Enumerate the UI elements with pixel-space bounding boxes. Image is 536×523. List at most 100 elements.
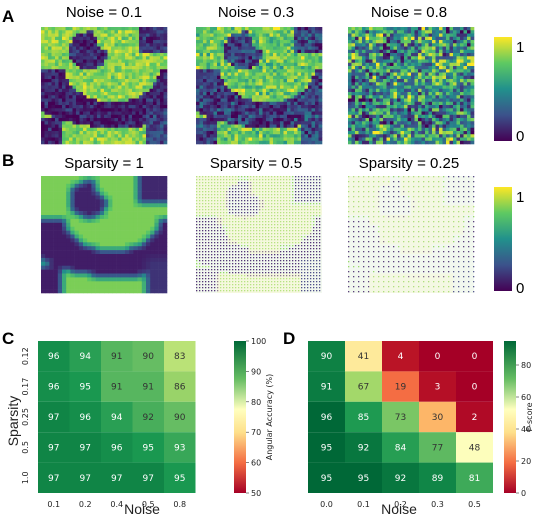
heatmap-cell-label: 67 <box>358 383 369 393</box>
heatmap-cell-label: 91 <box>143 383 154 393</box>
heatmap-cell <box>308 462 345 493</box>
heatmap-cell-label: 41 <box>358 352 369 362</box>
heatmap-cell-label: 2 <box>472 413 478 423</box>
heatmap-cell <box>132 432 164 463</box>
heatmap-cell-label: 96 <box>321 413 333 423</box>
heatmap-x-tick: 0.1 <box>357 500 370 509</box>
noise-image-0.3 <box>196 27 323 145</box>
heatmap-cell <box>382 432 419 463</box>
panel-b-colorbar <box>494 187 512 291</box>
heatmap-cell-label: 85 <box>358 413 369 423</box>
panel-a-images: Noise = 0.1 Noise = 0.3 Noise = 0.8 1 0 <box>41 4 524 145</box>
heatmap-angular-accuracy: Sparsity Noise Angular Accuracy (%) 96 94… <box>5 337 274 517</box>
heatmap-cell <box>38 371 70 402</box>
heatmap-cell <box>101 432 133 463</box>
heatmap-cell <box>308 371 345 402</box>
heatmap-cell-label: 97 <box>111 474 122 484</box>
heatmap-colorbar-tick: 80 <box>521 361 531 370</box>
heatmap-cell-label: 95 <box>358 474 369 484</box>
heatmap-c-xlabel: Noise <box>124 501 160 517</box>
heatmap-colorbar-tick: 40 <box>521 425 531 434</box>
heatmap-cell-label: 4 <box>398 352 404 362</box>
heatmap-cell <box>456 432 493 463</box>
heatmap-colorbar-tick: 80 <box>251 398 261 407</box>
heatmap-cell-label: 91 <box>321 383 332 393</box>
heatmap-cell-label: 97 <box>48 443 59 453</box>
heatmap-colorbar-tick: 90 <box>251 367 261 376</box>
heatmap-cell <box>38 462 70 493</box>
heatmap-cell-label: 97 <box>143 474 154 484</box>
heatmap-fscore: Noise F-score 90 41 4 0 091 67 19 3 096 85 73 30 295… <box>308 341 534 517</box>
heatmap-cell-label: 83 <box>174 352 185 362</box>
panel-letter-b: B <box>2 151 14 170</box>
panel-a-title-2: Noise = 0.3 <box>218 4 294 21</box>
heatmap-x-tick: 0.4 <box>110 500 123 509</box>
heatmap-x-tick: 0.2 <box>79 500 92 509</box>
heatmap-y-tick: 0.12 <box>21 347 30 365</box>
heatmap-cell <box>308 341 345 372</box>
heatmap-cell <box>132 341 164 372</box>
panel-b-colorbar-tick-1: 1 <box>516 189 524 206</box>
heatmap-cell-label: 92 <box>143 413 154 423</box>
heatmap-colorbar-tick: 0 <box>521 489 526 498</box>
panel-letter-d: D <box>283 329 295 348</box>
heatmap-cell-label: 96 <box>80 413 92 423</box>
heatmap-cell <box>456 371 493 402</box>
heatmap-cell-label: 48 <box>469 443 481 453</box>
heatmap-x-tick: 0.2 <box>394 500 407 509</box>
heatmap-cell <box>69 401 101 433</box>
heatmap-x-tick: 0.0 <box>320 500 333 509</box>
panel-b-title-3: Sparsity = 0.25 <box>359 155 459 172</box>
heatmap-y-tick: 0.5 <box>21 441 30 454</box>
heatmap-cell-label: 3 <box>435 383 441 393</box>
heatmap-cell <box>456 401 493 433</box>
heatmap-cell <box>419 462 456 493</box>
sparsity-image-0.5 <box>196 176 322 293</box>
heatmap-cell-label: 94 <box>80 352 92 362</box>
heatmap-cell <box>38 401 70 433</box>
heatmap-cell-label: 94 <box>111 413 123 423</box>
heatmap-cell-label: 91 <box>111 383 122 393</box>
heatmap-cell <box>419 432 456 463</box>
panel-b-title-2: Sparsity = 0.5 <box>210 155 302 172</box>
heatmap-cell <box>164 401 196 433</box>
heatmap-cell-label: 73 <box>395 413 406 423</box>
heatmap-cell <box>101 341 133 372</box>
heatmap-cell-label: 93 <box>174 443 185 453</box>
heatmap-colorbar-tick: 50 <box>251 489 261 498</box>
heatmap-cell <box>345 401 382 433</box>
heatmap-cell <box>419 371 456 402</box>
heatmap-x-tick: 0.5 <box>142 500 155 509</box>
heatmap-cell <box>345 462 382 493</box>
heatmap-y-tick: 0.25 <box>21 408 30 426</box>
heatmap-cell <box>164 371 196 402</box>
heatmap-cell <box>382 371 419 402</box>
noise-image-0.8 <box>348 27 475 145</box>
heatmap-cell-label: 90 <box>143 352 155 362</box>
heatmap-cell <box>164 432 196 463</box>
heatmap-cell <box>456 341 493 372</box>
heatmap-cell <box>132 462 164 493</box>
heatmap-d-colorbar-label: F-score <box>525 402 534 431</box>
heatmap-cell <box>308 432 345 463</box>
heatmap-x-tick: 0.1 <box>47 500 60 509</box>
heatmap-cell <box>38 432 70 463</box>
panel-a-title-1: Noise = 0.1 <box>66 4 142 21</box>
heatmap-cell <box>382 401 419 433</box>
sparsity-image-0.25 <box>348 176 475 293</box>
panel-b-colorbar-tick-0: 0 <box>516 280 524 297</box>
heatmap-y-tick: 1.0 <box>21 471 30 484</box>
panel-a-colorbar <box>494 37 512 141</box>
heatmap-cell <box>345 341 382 372</box>
heatmap-d-colorbar <box>504 341 516 493</box>
heatmap-cell <box>164 341 196 372</box>
heatmap-cell-label: 19 <box>395 383 407 393</box>
heatmap-d-xlabel: Noise <box>381 501 417 517</box>
heatmap-cell-label: 96 <box>48 383 60 393</box>
heatmap-colorbar-tick: 70 <box>251 428 261 437</box>
heatmap-c-ylabel: Sparsity <box>5 396 21 447</box>
heatmap-cell-label: 91 <box>111 352 122 362</box>
heatmap-cell-label: 95 <box>143 443 154 453</box>
heatmap-cell <box>345 371 382 402</box>
heatmap-c-colorbar <box>234 341 246 493</box>
